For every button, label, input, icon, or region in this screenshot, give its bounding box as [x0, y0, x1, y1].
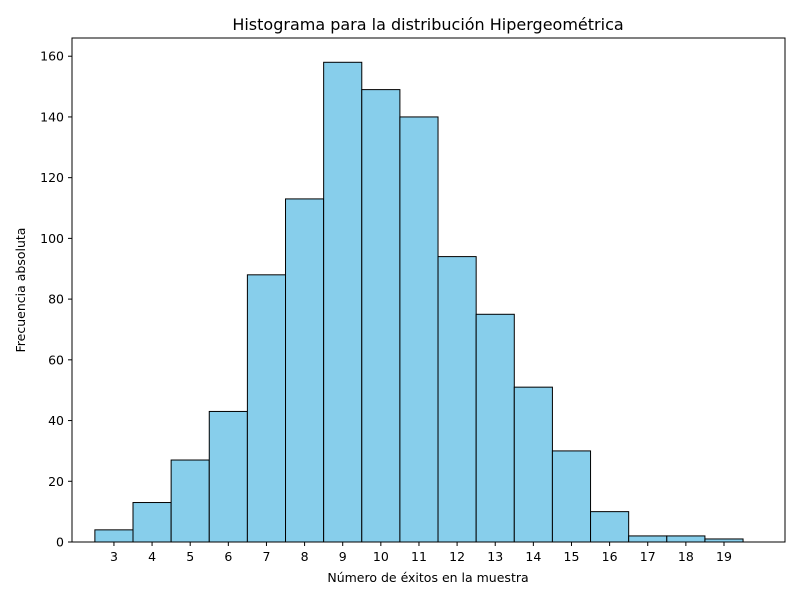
x-tick-label: 11: [411, 549, 427, 564]
bars-group: [94, 61, 744, 543]
x-tick-label: 5: [186, 549, 194, 564]
x-tick-label: 6: [224, 549, 232, 564]
bar-5: [170, 459, 210, 543]
x-tick-label: 10: [373, 549, 389, 564]
y-tick-label: 100: [40, 231, 64, 246]
x-tick-label: 17: [640, 549, 656, 564]
x-tick-label: 4: [148, 549, 156, 564]
bar-3: [94, 529, 134, 543]
y-tick-label: 160: [40, 49, 64, 64]
bar-8: [285, 198, 325, 543]
plot-frame: [71, 37, 786, 543]
chart-title: Histograma para la distribución Hipergeo…: [232, 15, 623, 34]
bar-7: [246, 274, 287, 543]
x-tick-label: 15: [564, 549, 580, 564]
bar-10: [361, 89, 401, 543]
y-tick-label: 40: [48, 413, 64, 428]
bar-9: [323, 61, 363, 543]
bar-15: [551, 450, 592, 543]
y-ticks-group: 0 20 40 60 80 100 120 140 160: [40, 49, 72, 550]
y-tick-label: 60: [48, 352, 64, 367]
bar-16: [590, 511, 630, 543]
bar-6: [208, 410, 248, 543]
bar-17: [628, 535, 668, 543]
x-tick-label: 12: [449, 549, 465, 564]
x-ticks-group: 3 4 5 6 7 8 9 10 11 12 13 14 15 16 17 18 19: [110, 542, 732, 564]
y-tick-label: 0: [56, 535, 64, 550]
x-tick-label: 9: [339, 549, 347, 564]
x-tick-label: 8: [301, 549, 309, 564]
bar-4: [132, 502, 172, 543]
x-tick-label: 13: [487, 549, 503, 564]
x-tick-label: 16: [602, 549, 618, 564]
y-tick-label: 20: [48, 474, 64, 489]
x-tick-label: 14: [525, 549, 541, 564]
y-tick-label: 140: [40, 109, 64, 124]
x-tick-label: 19: [716, 549, 732, 564]
y-tick-label: 120: [40, 170, 64, 185]
bar-12: [437, 256, 477, 543]
bar-14: [513, 386, 553, 543]
y-axis-label: Frecuencia absoluta: [13, 228, 28, 353]
x-tick-label: 18: [678, 549, 694, 564]
x-axis-label: Número de éxitos en la muestra: [327, 570, 528, 585]
bar-11: [399, 116, 439, 543]
x-tick-label: 3: [110, 549, 118, 564]
x-tick-label: 7: [262, 549, 270, 564]
bar-13: [475, 313, 515, 543]
y-tick-label: 80: [48, 292, 64, 307]
bar-18: [666, 535, 706, 543]
